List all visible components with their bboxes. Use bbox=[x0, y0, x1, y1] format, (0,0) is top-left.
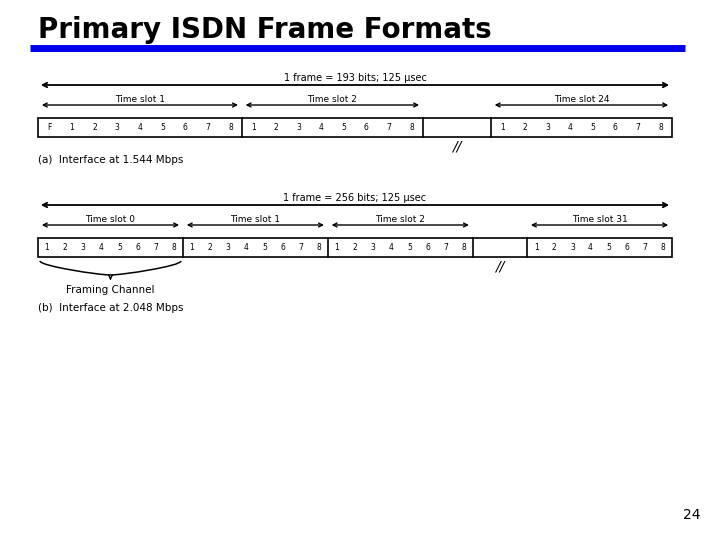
Text: 6: 6 bbox=[613, 123, 618, 132]
Text: Time slot 1: Time slot 1 bbox=[230, 214, 280, 224]
Text: 5: 5 bbox=[590, 123, 595, 132]
Text: 1: 1 bbox=[335, 243, 339, 252]
Text: 5: 5 bbox=[407, 243, 412, 252]
Text: Time slot 1: Time slot 1 bbox=[115, 94, 165, 104]
Text: 3: 3 bbox=[296, 123, 301, 132]
Text: 7: 7 bbox=[636, 123, 641, 132]
Text: 6: 6 bbox=[183, 123, 188, 132]
Bar bbox=[38, 118, 672, 137]
Text: 1: 1 bbox=[70, 123, 74, 132]
Text: 5: 5 bbox=[262, 243, 267, 252]
Text: //: // bbox=[495, 259, 505, 273]
Text: 4: 4 bbox=[244, 243, 248, 252]
Text: 3: 3 bbox=[81, 243, 86, 252]
Text: 3: 3 bbox=[570, 243, 575, 252]
Text: 1: 1 bbox=[534, 243, 539, 252]
Text: 8: 8 bbox=[171, 243, 176, 252]
Text: 5: 5 bbox=[606, 243, 611, 252]
Text: 7: 7 bbox=[298, 243, 303, 252]
Text: Time slot 2: Time slot 2 bbox=[375, 214, 426, 224]
Text: 7: 7 bbox=[387, 123, 392, 132]
Text: 7: 7 bbox=[443, 243, 448, 252]
Text: 1: 1 bbox=[45, 243, 50, 252]
Text: 1 frame = 256 bits; 125 μsec: 1 frame = 256 bits; 125 μsec bbox=[284, 193, 426, 203]
Text: 3: 3 bbox=[114, 123, 120, 132]
Text: 8: 8 bbox=[462, 243, 466, 252]
Text: Framing Channel: Framing Channel bbox=[66, 285, 155, 295]
Text: 6: 6 bbox=[364, 123, 369, 132]
Text: Time slot 24: Time slot 24 bbox=[554, 94, 609, 104]
Text: Time slot 0: Time slot 0 bbox=[86, 214, 135, 224]
Bar bbox=[38, 238, 672, 257]
Text: 4: 4 bbox=[318, 123, 323, 132]
Text: 6: 6 bbox=[624, 243, 629, 252]
Text: //: // bbox=[452, 139, 462, 153]
Text: 2: 2 bbox=[92, 123, 97, 132]
Text: Time slot 31: Time slot 31 bbox=[572, 214, 627, 224]
Text: 6: 6 bbox=[425, 243, 430, 252]
Text: 6: 6 bbox=[280, 243, 285, 252]
Text: 5: 5 bbox=[341, 123, 346, 132]
Text: 24: 24 bbox=[683, 508, 700, 522]
Text: 1: 1 bbox=[251, 123, 256, 132]
Text: 8: 8 bbox=[658, 123, 663, 132]
Text: 4: 4 bbox=[588, 243, 593, 252]
Text: 2: 2 bbox=[63, 243, 68, 252]
Text: 2: 2 bbox=[274, 123, 278, 132]
Text: 3: 3 bbox=[545, 123, 550, 132]
Text: 7: 7 bbox=[205, 123, 210, 132]
Text: 3: 3 bbox=[226, 243, 230, 252]
Text: 2: 2 bbox=[523, 123, 527, 132]
Text: 4: 4 bbox=[389, 243, 394, 252]
Text: (a)  Interface at 1.544 Mbps: (a) Interface at 1.544 Mbps bbox=[38, 155, 184, 165]
Text: 4: 4 bbox=[99, 243, 104, 252]
Text: 5: 5 bbox=[160, 123, 165, 132]
Text: Time slot 2: Time slot 2 bbox=[307, 94, 357, 104]
Text: 1: 1 bbox=[189, 243, 194, 252]
Text: 8: 8 bbox=[316, 243, 321, 252]
Text: 1: 1 bbox=[500, 123, 505, 132]
Text: 4: 4 bbox=[567, 123, 572, 132]
Text: 2: 2 bbox=[353, 243, 357, 252]
Text: 5: 5 bbox=[117, 243, 122, 252]
Text: 3: 3 bbox=[371, 243, 376, 252]
Text: Primary ISDN Frame Formats: Primary ISDN Frame Formats bbox=[38, 16, 492, 44]
Text: 7: 7 bbox=[642, 243, 647, 252]
Text: F: F bbox=[47, 123, 52, 132]
Text: 6: 6 bbox=[135, 243, 140, 252]
Text: 4: 4 bbox=[138, 123, 143, 132]
Text: 1 frame = 193 bits; 125 μsec: 1 frame = 193 bits; 125 μsec bbox=[284, 73, 426, 83]
Text: 8: 8 bbox=[409, 123, 414, 132]
Text: 8: 8 bbox=[228, 123, 233, 132]
Text: 2: 2 bbox=[552, 243, 557, 252]
Text: 2: 2 bbox=[207, 243, 212, 252]
Text: 8: 8 bbox=[660, 243, 665, 252]
Text: (b)  Interface at 2.048 Mbps: (b) Interface at 2.048 Mbps bbox=[38, 303, 184, 313]
Text: 7: 7 bbox=[153, 243, 158, 252]
